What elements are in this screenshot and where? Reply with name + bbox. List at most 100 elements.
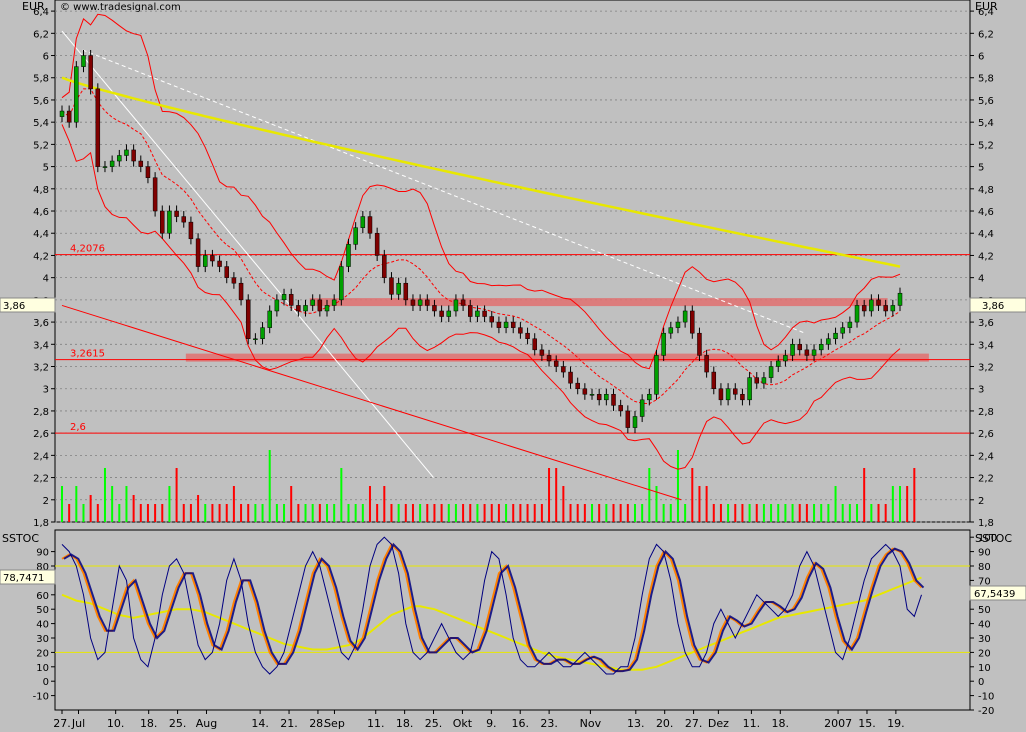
volume-bar <box>598 504 601 522</box>
volume-bar <box>268 450 271 522</box>
volume-bar <box>146 504 149 522</box>
volume-bar <box>132 495 135 522</box>
candle-body <box>690 310 695 334</box>
candle-body <box>231 277 237 284</box>
source-label: © www.tradesignal.com <box>60 2 181 13</box>
price-tick-label-right: 3,6 <box>978 318 994 329</box>
price-axis-ticks: 1,8 1,8 2 2 2,2 2,2 2,4 2,4 2,6 2,6 2,8 2,8 3 3 3,2 3,2… <box>33 7 994 529</box>
time-tick-label: Okt <box>453 717 473 730</box>
candle-body <box>525 332 530 339</box>
candle-body <box>826 338 831 345</box>
candle-body <box>102 166 108 168</box>
volume-bar <box>111 486 114 522</box>
candle-body <box>790 344 795 356</box>
candle-body <box>761 377 767 384</box>
osc-tick-label-right: 10 <box>978 663 991 674</box>
volume-bar <box>182 504 185 522</box>
time-tick-label: 21. <box>280 717 298 730</box>
volume-bar <box>884 504 887 522</box>
candle-body <box>682 310 688 323</box>
bollinger-upper <box>61 13 901 370</box>
time-tick-label: Aug <box>196 717 217 730</box>
price-tick-label-left: 5,6 <box>33 96 49 107</box>
candle-body <box>704 355 709 373</box>
volume-bar <box>318 504 321 522</box>
candle-body <box>224 266 229 278</box>
candle-body <box>804 349 810 356</box>
trendline <box>82 49 806 334</box>
volume-bar <box>340 468 343 522</box>
volume-bar <box>368 486 371 522</box>
volume-bar <box>232 486 235 522</box>
volume-bar <box>390 504 393 522</box>
osc-tick-label-right: 70 <box>978 576 991 587</box>
resistance-zone <box>309 298 888 307</box>
osc-tick-label-right: 20 <box>978 648 991 659</box>
osc-tick-label-left: 20 <box>36 648 49 659</box>
candle-body <box>890 305 896 312</box>
candle-body <box>611 394 616 406</box>
volume-bar <box>762 504 765 522</box>
volume-bar <box>440 504 443 522</box>
candle-body <box>661 332 666 356</box>
price-tick-label-left: 2,4 <box>33 451 49 462</box>
price-badge-right-box <box>969 297 1026 313</box>
volume-bar <box>877 504 880 522</box>
volume-bar <box>583 504 586 522</box>
volume-bar <box>533 504 536 522</box>
candle-body <box>654 355 659 395</box>
candle-body <box>718 388 724 401</box>
candle-body <box>181 216 187 223</box>
candle-body <box>589 394 595 396</box>
price-tick-label-left: 4,4 <box>33 229 49 240</box>
price-panel <box>54 0 971 523</box>
volume-bar <box>727 504 730 522</box>
osc-badge-left: 78,7471 <box>0 569 56 585</box>
level-label: 4,2076 <box>70 244 105 255</box>
candle-body <box>503 321 509 328</box>
volume-bar <box>519 504 522 522</box>
osc-tick-label-right: 40 <box>978 620 991 631</box>
level-label: 2,6 <box>70 422 86 433</box>
osc-badge-right-box <box>969 585 1026 601</box>
volume-bar <box>361 504 364 522</box>
candle-body <box>783 355 788 362</box>
candle-body <box>460 299 466 306</box>
volume-bar <box>748 504 751 522</box>
candle-body <box>167 210 172 234</box>
volume-bar <box>505 504 508 522</box>
candle-body <box>324 305 330 312</box>
candle-body <box>360 216 366 228</box>
volume-bar <box>734 504 737 522</box>
candle-body <box>66 110 72 123</box>
candle-body <box>432 305 437 312</box>
volume-bar <box>139 504 142 522</box>
candle-body <box>367 216 373 234</box>
volume-bar <box>555 468 558 522</box>
candle-body <box>883 305 888 312</box>
volume-bar <box>569 504 572 522</box>
volume-bar <box>906 486 909 522</box>
time-tick-label: 15. <box>858 717 876 730</box>
price-tick-label-right: 1,8 <box>978 518 994 529</box>
moving-average-line <box>61 76 901 268</box>
price-tick-label-left: 2 <box>43 496 49 507</box>
price-tick-label-left: 3,4 <box>33 340 49 351</box>
time-tick-label: 18. <box>140 717 158 730</box>
price-tick-label-right: 3,2 <box>978 363 994 374</box>
candle-body <box>675 321 681 328</box>
candle-body <box>245 299 251 339</box>
candle-body <box>374 232 380 256</box>
volume-bar <box>540 504 543 522</box>
price-tick-label-left: 6,4 <box>33 7 49 18</box>
price-tick-label-right: 3 <box>978 385 984 396</box>
osc-tick-label-right: 80 <box>978 562 991 573</box>
volume-bar <box>189 504 192 522</box>
volume-bar <box>404 504 407 522</box>
candle-body <box>553 360 559 367</box>
volume-bar <box>784 504 787 522</box>
level-labels: 4,2076 3,2615 2,6 <box>70 244 105 434</box>
price-tick-label-left: 5,2 <box>33 140 49 151</box>
volume-bar <box>433 504 436 522</box>
candle-body <box>253 338 258 340</box>
